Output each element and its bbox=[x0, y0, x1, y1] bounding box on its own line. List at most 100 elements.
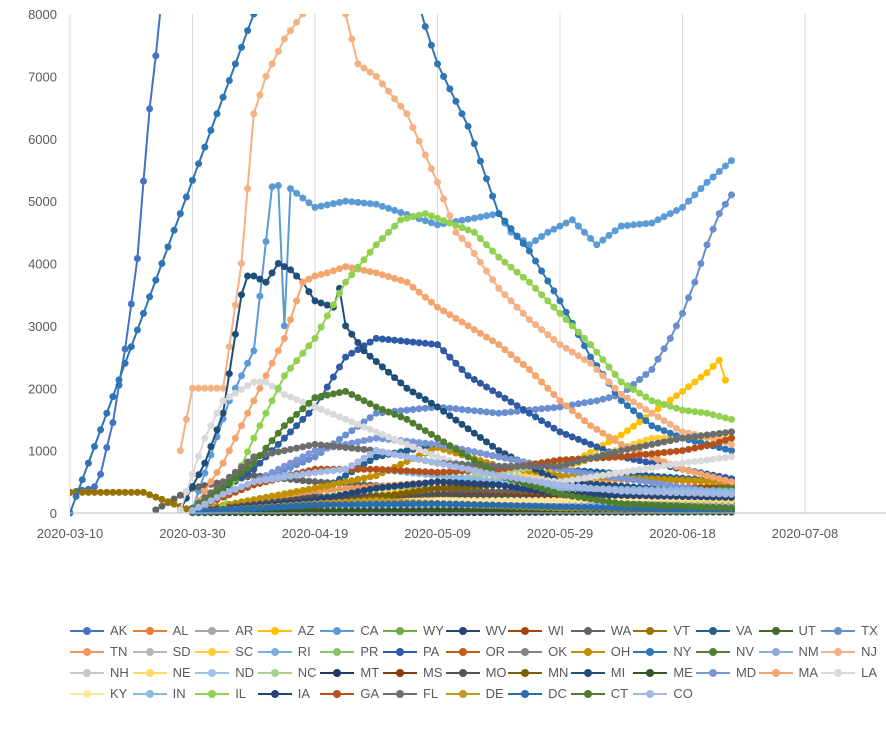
plot-area bbox=[70, 14, 735, 517]
data-point bbox=[360, 460, 368, 468]
data-point bbox=[495, 472, 503, 480]
legend-swatch bbox=[132, 689, 167, 699]
data-point bbox=[378, 202, 386, 210]
data-point bbox=[648, 422, 656, 430]
data-point bbox=[299, 453, 307, 461]
data-point bbox=[483, 241, 490, 249]
legend-item-la: LA bbox=[821, 665, 884, 680]
data-point bbox=[385, 500, 392, 508]
data-point bbox=[158, 495, 166, 503]
data-point bbox=[293, 189, 301, 197]
gridlines bbox=[69, 14, 806, 513]
data-point bbox=[170, 495, 178, 503]
data-point bbox=[78, 488, 86, 496]
legend-item-ky: KY bbox=[70, 686, 133, 701]
data-point bbox=[440, 507, 448, 514]
data-point bbox=[152, 276, 160, 284]
legend-label: NV bbox=[735, 644, 754, 659]
data-point bbox=[397, 500, 405, 508]
legend-swatch bbox=[758, 647, 793, 657]
legend-swatch bbox=[695, 647, 730, 657]
data-point bbox=[268, 269, 276, 277]
data-point bbox=[611, 448, 619, 456]
data-point bbox=[256, 91, 264, 99]
data-point bbox=[274, 440, 282, 448]
data-point bbox=[385, 273, 392, 281]
data-point bbox=[691, 378, 699, 386]
data-point bbox=[574, 400, 582, 408]
data-point bbox=[574, 458, 582, 465]
data-point bbox=[666, 502, 674, 510]
legend-swatch bbox=[132, 668, 167, 678]
data-point bbox=[464, 500, 472, 508]
data-point bbox=[348, 35, 356, 43]
data-point bbox=[458, 110, 466, 118]
legend-label: AK bbox=[110, 623, 128, 638]
data-point bbox=[256, 504, 264, 512]
data-point bbox=[231, 474, 239, 482]
data-point bbox=[391, 275, 399, 282]
legend-item-pa: PA bbox=[382, 644, 446, 659]
data-point bbox=[642, 393, 650, 401]
legend-label: NM bbox=[798, 644, 819, 659]
data-point bbox=[158, 260, 166, 267]
data-point bbox=[427, 399, 435, 407]
legend-label: LA bbox=[861, 665, 878, 680]
data-point bbox=[587, 359, 595, 367]
data-point bbox=[360, 445, 368, 453]
data-point bbox=[715, 430, 723, 437]
data-point bbox=[519, 240, 527, 247]
data-point bbox=[262, 450, 270, 458]
data-point bbox=[532, 497, 539, 504]
data-point bbox=[630, 488, 637, 495]
data-point bbox=[434, 221, 441, 229]
data-point bbox=[715, 475, 723, 483]
data-point bbox=[507, 351, 515, 359]
data-point bbox=[336, 198, 343, 206]
data-point bbox=[403, 214, 411, 222]
data-point bbox=[372, 409, 380, 417]
data-point bbox=[666, 429, 674, 437]
data-point bbox=[268, 492, 276, 500]
data-point bbox=[293, 272, 301, 280]
data-point bbox=[274, 465, 282, 473]
data-point bbox=[525, 316, 533, 324]
data-point bbox=[544, 277, 552, 285]
data-point bbox=[323, 501, 331, 509]
data-point bbox=[452, 416, 460, 424]
data-point bbox=[342, 197, 350, 205]
data-point bbox=[550, 462, 558, 470]
data-point bbox=[728, 191, 735, 199]
data-point bbox=[250, 465, 258, 473]
data-point bbox=[728, 490, 735, 498]
data-point bbox=[715, 454, 723, 462]
data-point bbox=[568, 503, 576, 511]
data-point bbox=[483, 480, 490, 488]
data-point bbox=[182, 193, 190, 201]
data-point bbox=[385, 466, 392, 474]
data-point bbox=[195, 160, 203, 168]
data-point bbox=[293, 422, 301, 430]
data-point bbox=[391, 95, 399, 103]
data-point bbox=[305, 442, 313, 450]
series-line-ak bbox=[70, 14, 162, 494]
data-point bbox=[495, 341, 503, 349]
data-point bbox=[660, 401, 668, 408]
data-point bbox=[525, 502, 533, 510]
data-point bbox=[219, 397, 227, 405]
data-point bbox=[525, 247, 533, 255]
data-point bbox=[446, 491, 454, 499]
data-point bbox=[121, 345, 129, 353]
x-tick-label: 2020-07-08 bbox=[772, 526, 839, 541]
data-point bbox=[391, 410, 399, 418]
data-point bbox=[660, 438, 668, 446]
data-point bbox=[519, 475, 527, 483]
data-point bbox=[409, 283, 417, 291]
data-point bbox=[397, 407, 405, 415]
data-point bbox=[470, 480, 478, 488]
data-point bbox=[679, 447, 686, 455]
data-point bbox=[507, 408, 515, 416]
legend-item-oh: OH bbox=[570, 644, 634, 659]
data-point bbox=[421, 507, 429, 515]
data-point bbox=[544, 472, 552, 480]
